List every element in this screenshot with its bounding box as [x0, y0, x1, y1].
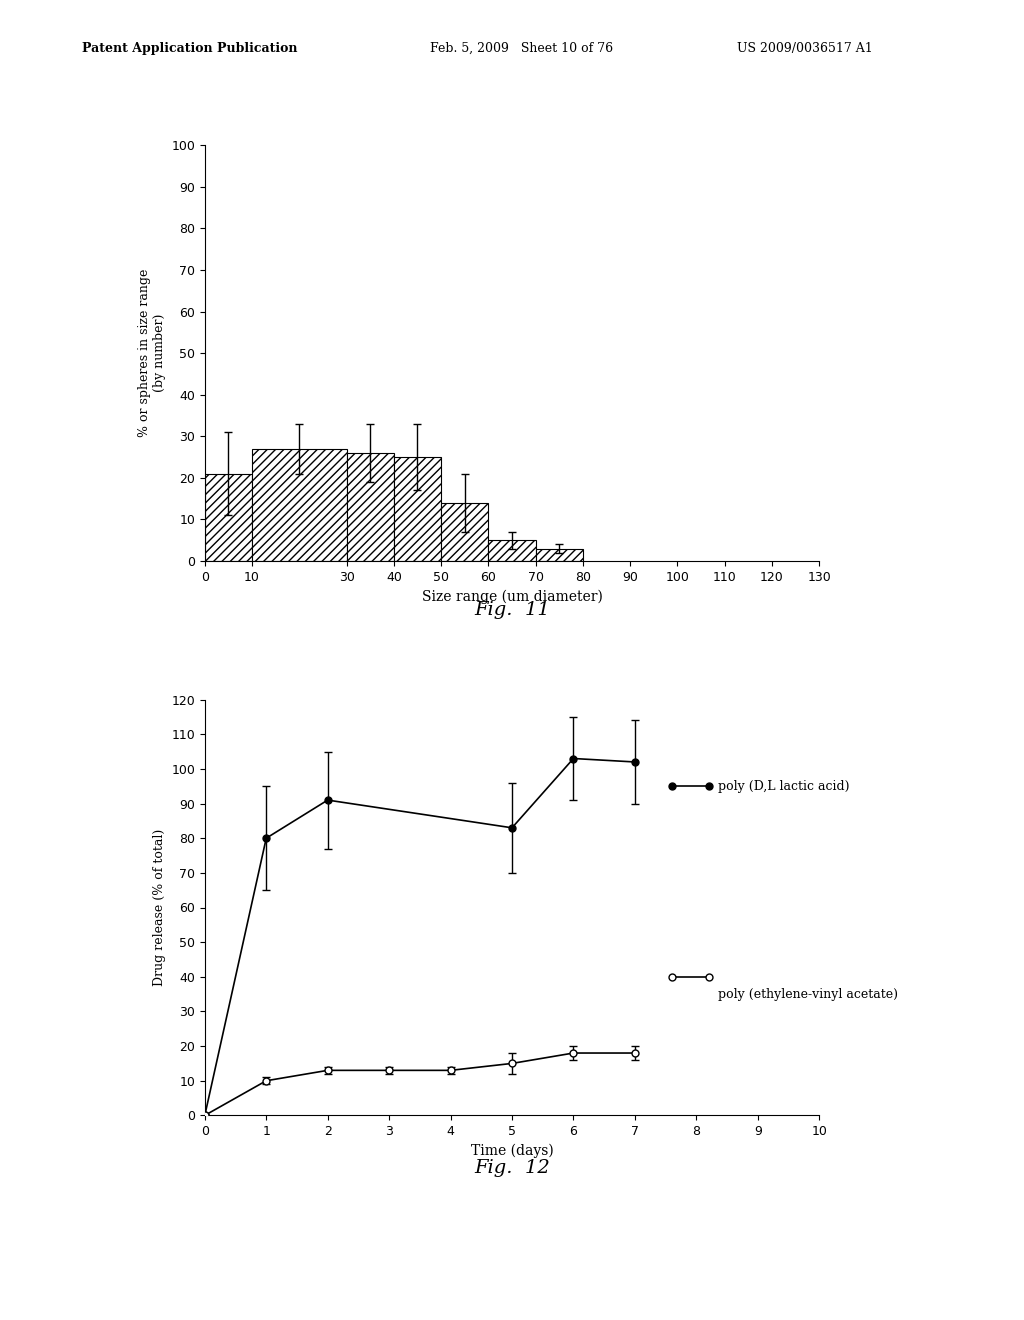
- Text: poly (D,L lactic acid): poly (D,L lactic acid): [718, 780, 849, 793]
- Text: Fig.  11: Fig. 11: [474, 601, 550, 619]
- Y-axis label: Drug release (% of total): Drug release (% of total): [153, 829, 166, 986]
- Bar: [252, 449, 346, 561]
- Bar: [441, 503, 488, 561]
- Text: Fig.  12: Fig. 12: [474, 1159, 550, 1177]
- Bar: [394, 457, 441, 561]
- Bar: [205, 474, 252, 561]
- Bar: [488, 540, 536, 561]
- Bar: [536, 549, 583, 561]
- X-axis label: Size range (um diameter): Size range (um diameter): [422, 589, 602, 603]
- Text: Feb. 5, 2009   Sheet 10 of 76: Feb. 5, 2009 Sheet 10 of 76: [430, 42, 613, 55]
- Text: Patent Application Publication: Patent Application Publication: [82, 42, 297, 55]
- Text: US 2009/0036517 A1: US 2009/0036517 A1: [737, 42, 873, 55]
- Text: poly (ethylene-vinyl acetate): poly (ethylene-vinyl acetate): [718, 987, 898, 1001]
- Bar: [346, 453, 394, 561]
- X-axis label: Time (days): Time (days): [471, 1143, 553, 1158]
- Y-axis label: % or spheres in size range
(by number): % or spheres in size range (by number): [137, 269, 166, 437]
